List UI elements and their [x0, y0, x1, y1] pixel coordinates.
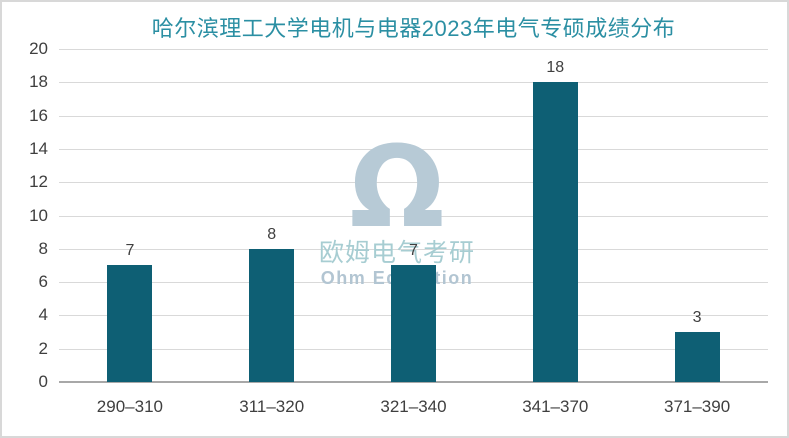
y-tick-label: 18 — [29, 72, 48, 92]
gridline — [59, 82, 768, 84]
bar — [107, 265, 153, 382]
chart-title: 哈尔滨理工大学电机与电器2023年电气专硕成绩分布 — [151, 16, 676, 41]
gridline — [59, 115, 768, 117]
y-tick-label: 0 — [38, 372, 48, 391]
y-tick-label: 14 — [29, 138, 48, 158]
y-tick-label: 12 — [29, 172, 48, 192]
bar-value-label: 18 — [546, 59, 565, 77]
omega-logo-icon: Ω — [349, 123, 445, 253]
bar — [249, 248, 295, 382]
gridline — [59, 148, 768, 150]
gridline — [59, 182, 768, 184]
x-axis-label: 311–320 — [239, 397, 305, 416]
y-tick-label: 10 — [29, 205, 48, 225]
gridline — [59, 215, 768, 217]
y-tick-label: 4 — [38, 305, 48, 325]
bar-value-label: 7 — [409, 242, 418, 260]
bar — [532, 82, 578, 382]
bar — [391, 265, 436, 382]
bar-value-label: 7 — [125, 242, 135, 260]
gridline — [59, 49, 768, 50]
y-tick-label: 8 — [38, 238, 48, 258]
x-axis-label: 290–310 — [96, 397, 163, 416]
y-tick-label: 2 — [38, 338, 48, 358]
y-tick-label: 16 — [29, 105, 48, 125]
y-tick-label: 6 — [38, 272, 48, 292]
x-axis-baseline — [59, 381, 768, 383]
bar-value-label: 3 — [692, 309, 702, 327]
x-axis-label: 371–390 — [663, 397, 731, 416]
x-axis-label: 321–340 — [380, 397, 447, 416]
x-axis-label: 341–370 — [522, 397, 589, 416]
gridline — [59, 248, 768, 250]
y-tick-label: 20 — [29, 39, 48, 58]
bar — [674, 332, 720, 382]
bar-value-label: 8 — [267, 225, 277, 243]
